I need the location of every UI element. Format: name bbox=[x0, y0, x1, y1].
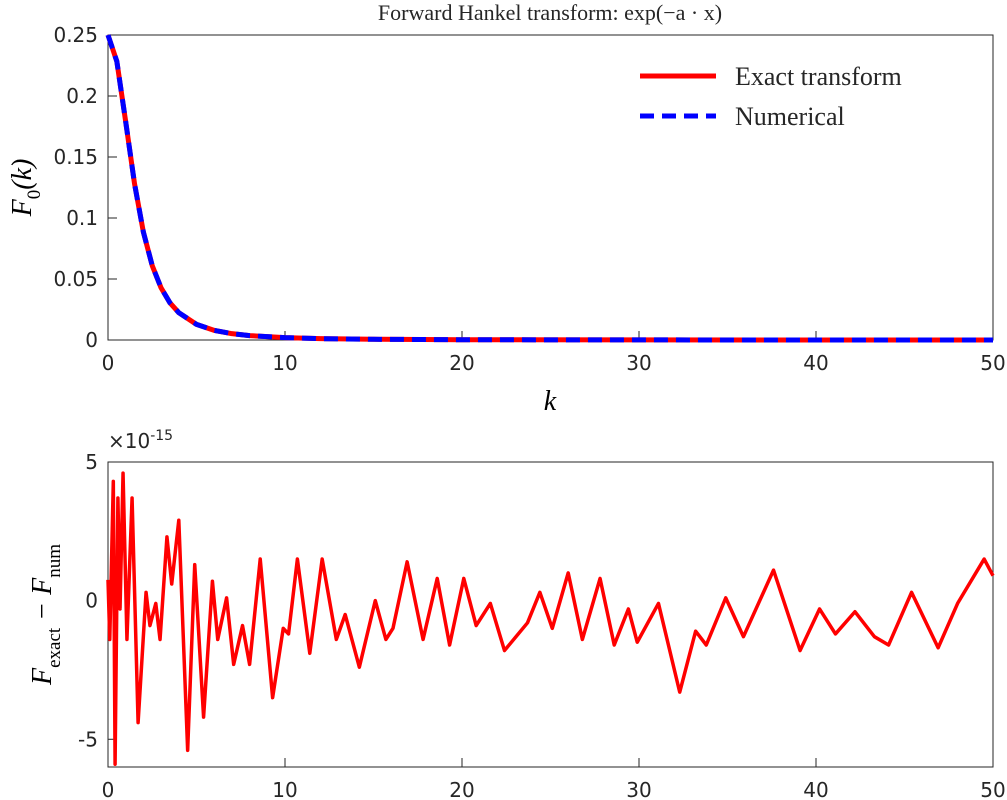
x-tick-label: 0 bbox=[102, 778, 115, 800]
series-line bbox=[106, 471, 995, 766]
y-tick-label: 0 bbox=[85, 328, 98, 352]
y-tick-label: 0 bbox=[85, 589, 98, 613]
y-tick-label: 0.25 bbox=[53, 23, 98, 47]
y-tick-label: 0.2 bbox=[66, 84, 98, 108]
x-tick-label: 20 bbox=[449, 778, 474, 800]
y-tick-label: 0.05 bbox=[53, 267, 98, 291]
axis-multiplier: ×10-15 bbox=[108, 428, 173, 453]
series-line bbox=[105, 34, 993, 343]
label-part: (k) bbox=[7, 159, 38, 190]
label-part: F bbox=[27, 667, 58, 686]
x-tick-label: 10 bbox=[272, 351, 297, 375]
legend-label: Exact transform bbox=[735, 62, 902, 91]
x-tick-label: 40 bbox=[803, 778, 828, 800]
x-tick-label: 30 bbox=[626, 778, 651, 800]
x-tick-label: 10 bbox=[272, 778, 297, 800]
label-part: ×10 bbox=[108, 429, 150, 453]
x-tick-label: 0 bbox=[102, 351, 115, 375]
x-tick-label: 40 bbox=[803, 351, 828, 375]
label-script: exact bbox=[44, 627, 65, 668]
y-tick-label: -5 bbox=[78, 727, 98, 751]
legend-label: Numerical bbox=[735, 102, 845, 131]
label-part: F bbox=[7, 198, 38, 217]
x-tick-label: 50 bbox=[980, 778, 1005, 800]
axes-box bbox=[107, 461, 994, 768]
y-tick-label: 0.1 bbox=[66, 206, 98, 230]
axis-label: Fexact − Fnum bbox=[27, 544, 64, 686]
x-tick-label: 50 bbox=[980, 351, 1005, 375]
x-axis-label: k bbox=[544, 386, 557, 417]
label-script: num bbox=[44, 544, 65, 578]
axis-label: F0(k) bbox=[7, 159, 44, 218]
x-tick-label: 30 bbox=[626, 351, 651, 375]
label-script: -15 bbox=[150, 428, 173, 444]
label-script: 0 bbox=[24, 190, 45, 200]
x-tick-label: 20 bbox=[449, 351, 474, 375]
label-part: − F bbox=[27, 577, 58, 628]
y-tick-label: 5 bbox=[85, 450, 98, 474]
chart-title: Forward Hankel transform: exp(−a · x) bbox=[378, 0, 722, 25]
y-tick-label: 0.15 bbox=[53, 145, 98, 169]
